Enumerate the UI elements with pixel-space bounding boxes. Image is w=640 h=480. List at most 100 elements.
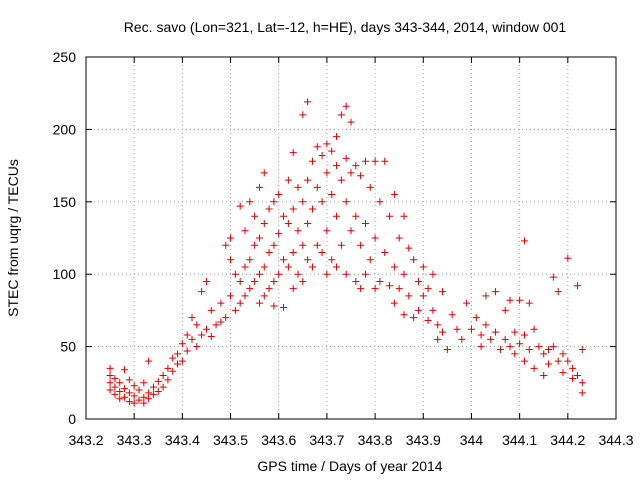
data-point: [255, 270, 263, 278]
data-point: [540, 372, 548, 380]
data-point: [371, 157, 379, 165]
data-point: [559, 350, 567, 358]
data-point: [116, 387, 124, 395]
data-point: [390, 299, 398, 307]
data-point: [472, 314, 480, 322]
data-point: [164, 376, 172, 384]
data-point: [207, 332, 215, 340]
data-point: [395, 234, 403, 242]
data-point: [169, 367, 177, 375]
data-point: [313, 183, 321, 191]
data-point: [323, 169, 331, 177]
data-point: [535, 343, 543, 351]
data-point: [154, 377, 162, 385]
data-point: [178, 357, 186, 365]
data-point: [140, 399, 148, 407]
x-axis-label: GPS time / Days of year 2014: [257, 458, 442, 474]
x-tick-label: 344.3: [598, 432, 633, 448]
data-point: [458, 335, 466, 343]
data-point: [573, 372, 581, 380]
data-point: [280, 256, 288, 264]
data-point: [222, 314, 230, 322]
data-point: [270, 302, 278, 310]
data-point: [121, 385, 129, 393]
data-point: [260, 263, 268, 271]
data-point: [448, 311, 456, 319]
data-point: [323, 140, 331, 148]
data-point: [130, 399, 138, 407]
data-point: [549, 343, 557, 351]
data-point: [111, 390, 119, 398]
data-point: [549, 273, 557, 281]
data-point: [241, 263, 249, 271]
data-point: [352, 277, 360, 285]
data-point: [318, 198, 326, 206]
data-point: [145, 395, 153, 403]
data-point: [381, 248, 389, 256]
data-point: [386, 282, 394, 290]
x-tick-label: 343.6: [261, 432, 296, 448]
data-point: [443, 345, 451, 353]
data-point: [207, 306, 215, 314]
data-point: [275, 230, 283, 238]
data-point: [520, 237, 528, 245]
y-tick-label: 100: [53, 266, 77, 282]
data-point: [227, 256, 235, 264]
data-point: [564, 357, 572, 365]
data-point: [559, 369, 567, 377]
data-point: [159, 383, 167, 391]
data-point: [308, 157, 316, 165]
data-point: [347, 227, 355, 235]
data-point: [501, 306, 509, 314]
data-point: [352, 212, 360, 220]
data-point: [174, 360, 182, 368]
data-points: [106, 98, 586, 407]
data-point: [492, 288, 500, 296]
data-point: [569, 364, 577, 372]
data-point: [280, 212, 288, 220]
data-point: [246, 198, 254, 206]
data-point: [414, 277, 422, 285]
data-point: [193, 343, 201, 351]
data-point: [357, 241, 365, 249]
data-point: [361, 270, 369, 278]
data-point: [135, 386, 143, 394]
data-point: [299, 111, 307, 119]
x-tick-label: 343.3: [117, 432, 152, 448]
data-point: [270, 277, 278, 285]
data-point: [169, 354, 177, 362]
data-point: [318, 248, 326, 256]
data-point: [318, 151, 326, 159]
grid: [86, 57, 616, 419]
data-point: [304, 176, 312, 184]
data-point: [135, 396, 143, 404]
data-point: [183, 331, 191, 339]
data-point: [496, 345, 504, 353]
data-point: [130, 392, 138, 400]
data-point: [342, 198, 350, 206]
data-point: [308, 205, 316, 213]
data-point: [193, 321, 201, 329]
data-point: [366, 183, 374, 191]
data-point: [381, 157, 389, 165]
data-point: [236, 277, 244, 285]
data-point: [520, 357, 528, 365]
x-tick-label: 343.7: [309, 432, 344, 448]
data-point: [525, 345, 533, 353]
axis-ticks: 0 50 100 150 200 250 343.2 343.3 343.4 343.5 343.6…: [53, 49, 634, 448]
x-tick-label: 344: [460, 432, 484, 448]
data-point: [328, 256, 336, 264]
chart-title: Rec. savo (Lon=321, Lat=-12, h=HE), days…: [124, 19, 567, 35]
data-point: [333, 162, 341, 170]
data-point: [506, 296, 514, 304]
plot-frame: [85, 56, 617, 420]
data-point: [366, 256, 374, 264]
data-point: [289, 205, 297, 213]
data-point: [390, 263, 398, 271]
data-point: [439, 328, 447, 336]
data-point: [116, 379, 124, 387]
data-point: [308, 263, 316, 271]
data-point: [337, 176, 345, 184]
